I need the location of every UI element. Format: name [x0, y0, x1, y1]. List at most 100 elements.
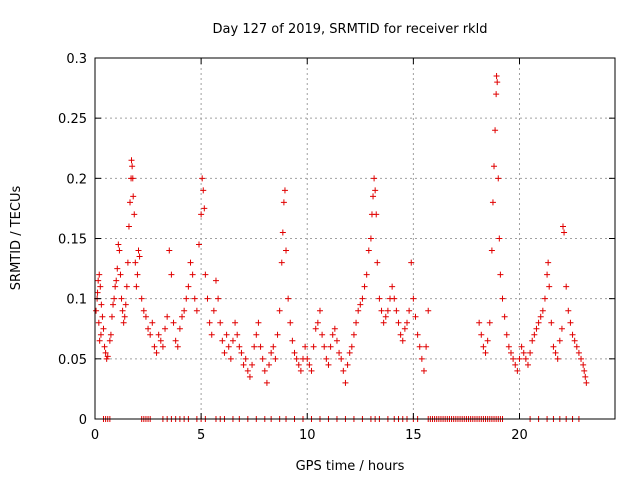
- data-point: [217, 319, 224, 326]
- data-point: [391, 295, 398, 302]
- data-point: [397, 331, 404, 338]
- data-point: [278, 259, 285, 266]
- data-point: [550, 343, 557, 350]
- data-point: [287, 319, 294, 326]
- data-point: [96, 271, 103, 278]
- data-point: [104, 353, 111, 360]
- data-point: [98, 301, 105, 308]
- data-point: [168, 271, 175, 278]
- x-tick-label: 10: [299, 428, 316, 443]
- data-point: [130, 193, 137, 200]
- data-point: [531, 331, 538, 338]
- data-point: [321, 343, 328, 350]
- data-point: [295, 361, 302, 368]
- data-points: [93, 73, 590, 422]
- data-point: [187, 259, 194, 266]
- data-point: [234, 331, 241, 338]
- data-point: [249, 361, 256, 368]
- data-point: [289, 337, 296, 344]
- data-point: [348, 343, 355, 350]
- data-point: [527, 349, 534, 356]
- data-point: [393, 307, 400, 314]
- data-point: [270, 343, 277, 350]
- data-point: [482, 349, 489, 356]
- data-point: [131, 211, 138, 218]
- data-point: [573, 343, 580, 350]
- data-point: [127, 199, 134, 206]
- data-point: [494, 79, 501, 86]
- axis-ticks: 0 0.05 0.1 0.15 0.2 0.25 0.3 0 5 10 15 20: [58, 52, 615, 443]
- data-point: [238, 349, 245, 356]
- data-point: [480, 343, 487, 350]
- data-point: [135, 247, 142, 254]
- data-point: [323, 355, 330, 362]
- data-point: [546, 283, 553, 290]
- data-point: [338, 355, 345, 362]
- data-point: [114, 265, 121, 272]
- data-point: [401, 325, 408, 332]
- data-point: [581, 367, 588, 374]
- x-tick-label: 0: [91, 428, 99, 443]
- data-point: [166, 247, 173, 254]
- data-point: [145, 325, 152, 332]
- data-point: [185, 283, 192, 290]
- data-point: [353, 319, 360, 326]
- y-tick-label: 0.15: [58, 233, 87, 248]
- data-point: [116, 247, 123, 254]
- data-point: [510, 355, 517, 362]
- data-point: [503, 331, 510, 338]
- data-point: [102, 349, 109, 356]
- data-point: [535, 319, 542, 326]
- data-point: [340, 367, 347, 374]
- data-point: [93, 307, 100, 314]
- data-point: [331, 325, 338, 332]
- data-point: [522, 355, 529, 362]
- data-point: [410, 295, 417, 302]
- data-point: [406, 307, 413, 314]
- data-point: [95, 319, 102, 326]
- data-point: [412, 313, 419, 320]
- data-point: [200, 187, 207, 194]
- data-point: [159, 343, 166, 350]
- data-point: [578, 355, 585, 362]
- data-point: [236, 343, 243, 350]
- data-point: [94, 289, 101, 296]
- data-point: [174, 343, 181, 350]
- data-point: [425, 307, 432, 314]
- data-point: [359, 295, 366, 302]
- data-point: [342, 379, 349, 386]
- data-point: [350, 331, 357, 338]
- data-point: [96, 337, 103, 344]
- data-point: [304, 355, 311, 362]
- data-point: [198, 211, 205, 218]
- data-point: [493, 73, 500, 80]
- data-point: [108, 313, 115, 320]
- data-point: [113, 277, 120, 284]
- data-point: [223, 331, 230, 338]
- y-axis-label: SRMTID / TECUs: [9, 186, 24, 291]
- data-point: [486, 319, 493, 326]
- data-point: [363, 271, 370, 278]
- data-point: [399, 337, 406, 344]
- data-point: [533, 325, 540, 332]
- data-point: [346, 349, 353, 356]
- data-point: [281, 187, 288, 194]
- data-point: [544, 271, 551, 278]
- data-point: [101, 343, 108, 350]
- data-point: [395, 319, 402, 326]
- data-point: [541, 295, 548, 302]
- data-point: [558, 325, 565, 332]
- data-point: [255, 319, 262, 326]
- data-point: [414, 331, 421, 338]
- data-point: [134, 271, 141, 278]
- data-point: [244, 367, 251, 374]
- data-point: [376, 295, 383, 302]
- data-point: [370, 193, 377, 200]
- data-point: [176, 325, 183, 332]
- data-point: [378, 307, 385, 314]
- data-point: [155, 331, 162, 338]
- data-point: [112, 283, 119, 290]
- data-point: [268, 349, 275, 356]
- data-point: [308, 367, 315, 374]
